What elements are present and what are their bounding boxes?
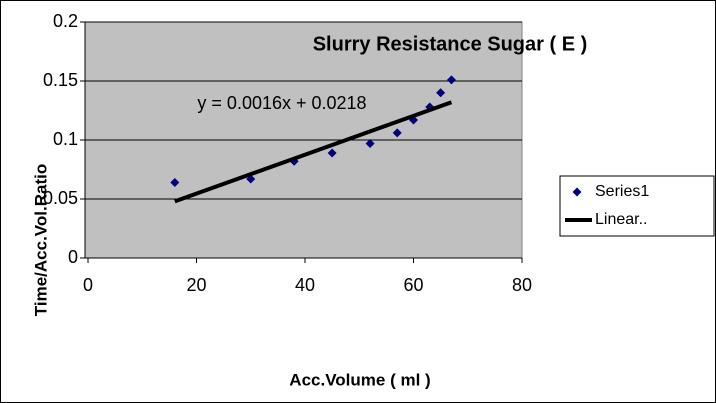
trendline-equation: y = 0.0016x + 0.0218 [197, 93, 366, 113]
x-tick-label: 60 [403, 275, 423, 295]
data-point [436, 88, 446, 98]
data-point [170, 177, 180, 187]
legend-box [559, 175, 715, 237]
y-tick-label: 0.2 [53, 11, 78, 31]
y-tick-label: 0 [68, 247, 78, 267]
x-tick-label: 40 [295, 275, 315, 295]
chart-title: Slurry Resistance Sugar ( E ) [313, 33, 588, 55]
legend-label: Series1 [595, 183, 649, 200]
legend-symbol [572, 187, 582, 197]
x-tick-label: 0 [83, 275, 93, 295]
y-tick-label: 0.15 [43, 70, 78, 90]
legend-label: Linear.. [595, 211, 647, 228]
x-tick-label: 20 [186, 275, 206, 295]
y-tick-label: 0.05 [43, 188, 78, 208]
x-tick-label: 80 [512, 275, 532, 295]
trendline [174, 100, 453, 204]
y-axis-label: Time/Acc.Vol.Ratio [31, 164, 50, 316]
data-point [392, 128, 402, 138]
x-axis-label: Acc.Volume ( ml ) [289, 370, 430, 389]
y-tick-label: 0.1 [53, 129, 78, 149]
data-point [327, 148, 337, 158]
data-point [365, 139, 375, 149]
data-point [446, 75, 456, 85]
